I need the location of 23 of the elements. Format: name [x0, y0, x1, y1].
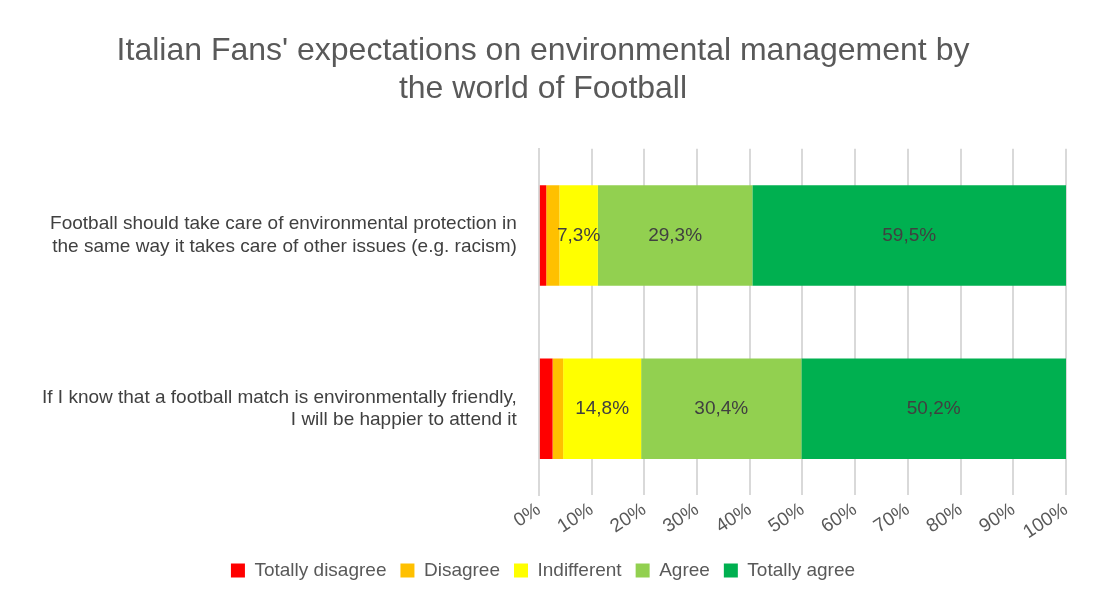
- legend-label: Agree: [659, 558, 710, 580]
- x-tick-label: 90%: [975, 497, 1019, 537]
- data-label: 59,5%: [882, 223, 937, 245]
- data-label: 14,8%: [575, 396, 630, 418]
- data-label: 30,4%: [694, 396, 749, 418]
- x-tick-label: 0%: [509, 497, 544, 531]
- x-tick-label: 20%: [606, 497, 650, 537]
- x-tick-label: 60%: [816, 497, 861, 537]
- chart-title: Italian Fans' expectations on environmental management by the world of Football: [116, 31, 970, 106]
- x-tick-label: 70%: [869, 497, 913, 537]
- x-tick-label: 80%: [922, 497, 966, 537]
- legend-label: Indifferent: [537, 558, 623, 580]
- x-tick-label: 50%: [764, 497, 808, 537]
- legend-label: Totally disagree: [254, 558, 387, 580]
- y-tick-label: Football should take care of environmental protection in the same way it takes care of other issues (e.g. racism): [50, 212, 517, 257]
- data-label: 29,3%: [648, 223, 703, 245]
- legend-label: Totally agree: [747, 558, 856, 580]
- y-tick-label: If I know that a football match is environmentally friendly, I will be happier to attend it: [42, 385, 518, 430]
- x-tick-label: 10%: [553, 497, 597, 537]
- legend-label: Disagree: [423, 558, 500, 580]
- data-label: 50,2%: [906, 396, 961, 418]
- x-tick-label: 40%: [711, 497, 755, 537]
- x-tick-label: 30%: [658, 497, 703, 537]
